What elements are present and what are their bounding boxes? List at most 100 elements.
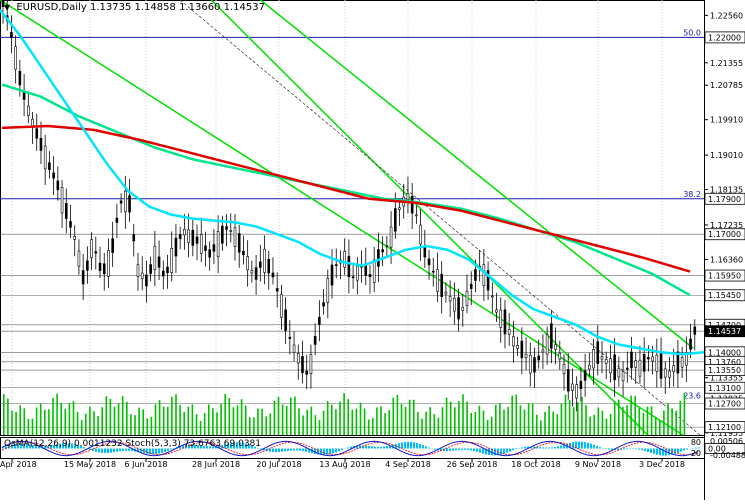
volume-bar: [85, 414, 87, 435]
price-tick-label: 1.22560: [710, 11, 743, 20]
candle-body: [171, 248, 173, 272]
volume-bar: [216, 412, 218, 435]
osma-bar: [287, 449, 289, 451]
candle-body: [407, 193, 409, 199]
osma-bar: [446, 449, 448, 452]
volume-bar: [270, 413, 272, 435]
candle-body: [668, 371, 670, 377]
fibo-label: 23.6: [683, 391, 701, 400]
candle-body: [297, 353, 299, 363]
stoch-label: Stoch(5,3,3): [126, 439, 181, 449]
volume-bar: [93, 411, 95, 435]
chart-menu-triangle-icon[interactable]: ▼: [4, 3, 10, 12]
osma-bar: [515, 449, 517, 450]
candle-body: [310, 354, 312, 373]
volume-bar: [561, 404, 563, 435]
volume-bar: [212, 408, 214, 435]
volume-bar: [110, 399, 112, 435]
volume-bar: [118, 403, 120, 435]
candle-body: [259, 262, 261, 268]
volume-bar: [548, 406, 550, 435]
candle-body: [82, 271, 84, 284]
osma-bar: [656, 449, 658, 455]
volume-bar: [380, 406, 382, 435]
candle-body: [550, 324, 552, 348]
osma-bar: [146, 449, 148, 454]
candle-body: [470, 284, 472, 288]
candle-body: [512, 337, 514, 346]
osma-bar: [512, 449, 514, 451]
candle-body: [91, 240, 93, 258]
volume-bar: [200, 421, 202, 435]
osma-bar: [419, 444, 421, 449]
volume-bar: [606, 419, 608, 435]
volume-bar: [11, 411, 13, 435]
candle-body: [377, 250, 379, 267]
volume-bar: [311, 407, 313, 435]
osma-bar: [650, 449, 652, 453]
osma-bar: [422, 445, 424, 448]
stoch-signal-value: 69.0381: [224, 439, 261, 449]
level-label: 1.15450: [708, 291, 741, 300]
volume-bar: [319, 420, 321, 435]
volume-bar: [643, 413, 645, 435]
candle-body: [449, 296, 451, 301]
osma-bar: [401, 442, 403, 448]
candle-body: [247, 257, 249, 270]
osma-bar: [413, 442, 415, 448]
volume-bar: [323, 411, 325, 435]
osma-bar: [107, 449, 109, 454]
osma-bar: [557, 446, 559, 448]
volume-bar: [233, 407, 235, 435]
candle-body: [57, 181, 59, 190]
volume-bar: [352, 410, 354, 435]
last-price-label: 1.14537: [708, 327, 741, 336]
candle-body: [386, 245, 388, 246]
volume-bar: [24, 408, 26, 435]
volume-bar: [126, 402, 128, 435]
volume-bar: [577, 402, 579, 435]
osma-bar: [467, 449, 469, 451]
volume-bar: [528, 403, 530, 435]
time-tick-label: 15 May 2018: [64, 460, 116, 469]
osma-min-label: -0.00488: [710, 451, 745, 460]
osma-bar: [323, 449, 325, 455]
candle-body: [204, 246, 206, 251]
volume-bar: [593, 415, 595, 435]
volume-bar: [97, 416, 99, 435]
candle-body: [255, 268, 257, 280]
volume-bar: [220, 404, 222, 435]
osma-bar: [416, 443, 418, 448]
volume-bar: [569, 400, 571, 435]
osma-bar: [290, 449, 292, 451]
volume-bar: [147, 418, 149, 435]
candle-body: [40, 138, 42, 150]
volume-bar: [675, 411, 677, 435]
osma-bar: [608, 449, 610, 450]
open-value: 1.13735: [90, 2, 131, 13]
volume-bar: [159, 400, 161, 435]
candle-body: [584, 371, 586, 381]
osma-bar: [587, 443, 589, 449]
osma-bar: [509, 449, 511, 452]
volume-bar: [241, 399, 243, 435]
osma-bar: [296, 449, 298, 451]
osma-bar: [278, 449, 280, 453]
volume-bar: [557, 414, 559, 435]
candle-body: [65, 203, 67, 218]
osma-bar: [680, 449, 682, 452]
volume-bar: [130, 414, 132, 435]
volume-bar: [483, 410, 485, 435]
volume-bar: [589, 417, 591, 435]
level-label: 1.17900: [708, 195, 741, 204]
volume-bar: [487, 420, 489, 435]
volume-bar: [138, 408, 140, 435]
volume-bar: [89, 407, 91, 435]
volume-bar: [659, 420, 661, 435]
volume-bar: [630, 395, 632, 435]
volume-bar: [372, 418, 374, 435]
osma-bar: [386, 446, 388, 448]
volume-bar: [536, 415, 538, 435]
